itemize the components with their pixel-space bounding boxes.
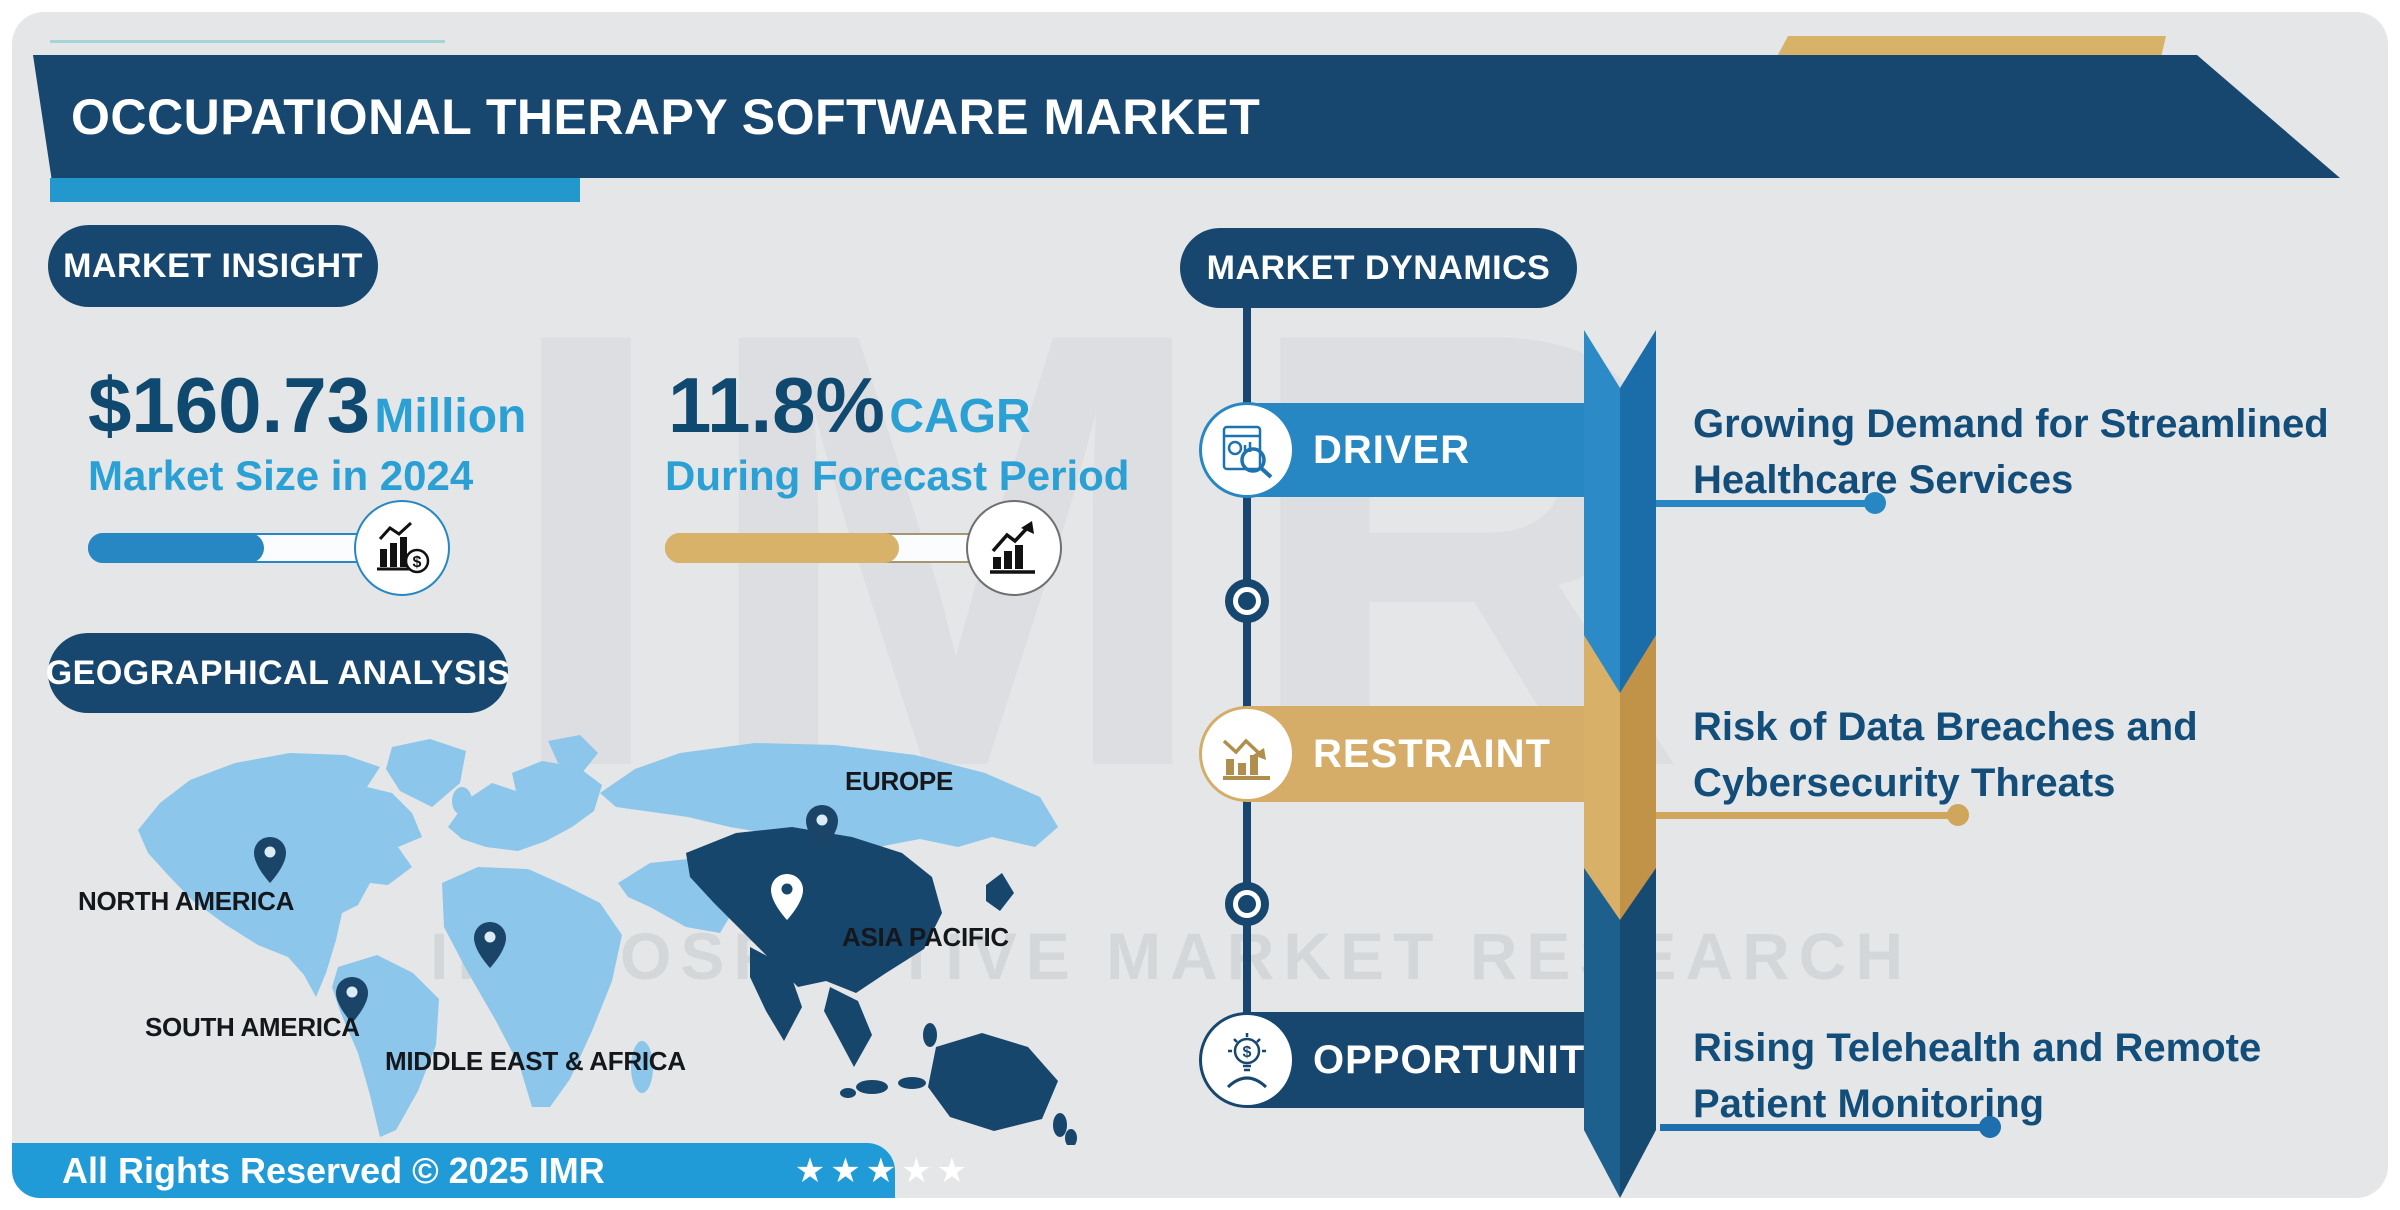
- south-america-pin-icon: [336, 977, 368, 1023]
- driver-underline: [1656, 492, 1886, 514]
- star-rating: ★★★★★: [794, 1151, 973, 1190]
- driver-banner: DRIVER: [1247, 403, 1590, 497]
- cagr-progress-track: [665, 533, 1017, 563]
- driver-underline-dot: [1864, 492, 1886, 514]
- dynamics-timeline: [1243, 302, 1251, 1060]
- region-label-middle-east-africa: MIDDLE EAST & AFRICA: [385, 1046, 686, 1076]
- region-label-asia-pacific: ASIA PACIFIC: [842, 922, 1009, 952]
- map-australia: [928, 1033, 1058, 1131]
- cagr-unit: CAGR: [889, 390, 1031, 443]
- cagr-stat: 11.8% CAGR: [668, 360, 1031, 451]
- footer-bar: All Rights Reserved © 2025 IMR ★★★★★: [12, 1143, 967, 1198]
- opportunity-line1: Rising Telehealth and Remote: [1693, 1026, 2262, 1070]
- opportunity-underline: [1660, 1116, 2001, 1138]
- geographical-analysis-heading: GEOGRAPHICAL ANALYSIS: [46, 633, 510, 713]
- svg-text:$: $: [413, 554, 422, 571]
- svg-text:$: $: [1243, 1044, 1252, 1061]
- region-label-south-america: SOUTH AMERICA: [145, 1012, 360, 1042]
- bar-chart-dollar-icon: $: [354, 500, 450, 596]
- market-size-progress-fill: [88, 533, 264, 563]
- restraint-underline: [1656, 804, 1969, 826]
- restraint-text: Risk of Data Breaches and Cybersecurity …: [1693, 699, 2198, 811]
- opportunity-banner: OPPORTUNITY: [1247, 1012, 1612, 1108]
- restraint-banner: RESTRAINT: [1247, 706, 1590, 802]
- opportunity-ribbon-arrow: [1584, 868, 1656, 1198]
- idea-bulb-dollar-icon: $: [1199, 1012, 1295, 1108]
- map-north-america: [138, 753, 422, 997]
- timeline-node-2: [1225, 882, 1269, 926]
- map-europe: [448, 761, 602, 851]
- map-russia: [600, 743, 1058, 847]
- cagr-caption: During Forecast Period: [665, 452, 1130, 499]
- restraint-line2: Cybersecurity Threats: [1693, 761, 2116, 805]
- europe-pin-icon: [806, 805, 838, 851]
- cagr-progress-fill: [665, 533, 899, 563]
- opportunity-text: Rising Telehealth and Remote Patient Mon…: [1693, 1020, 2261, 1132]
- map-asia-dark: [686, 827, 942, 993]
- market-size-value: $160.73: [88, 361, 370, 449]
- region-label-europe: EUROPE: [845, 766, 954, 796]
- market-size-stat: $160.73 Million: [88, 360, 526, 451]
- cagr-value: 11.8%: [668, 361, 885, 449]
- header-accent-line: [50, 40, 445, 43]
- asia-pacific-pin-icon: [771, 874, 803, 920]
- restraint-label: RESTRAINT: [1313, 731, 1551, 776]
- restraint-line1: Risk of Data Breaches and: [1693, 705, 2198, 749]
- declining-chart-icon: [1199, 706, 1295, 802]
- growth-arrow-icon: [966, 500, 1062, 596]
- driver-label: DRIVER: [1313, 427, 1471, 472]
- title-banner: OCCUPATIONAL THERAPY SOFTWARE MARKET: [33, 55, 2340, 178]
- map-greenland: [386, 739, 466, 807]
- market-insight-heading: MARKET INSIGHT: [48, 225, 378, 307]
- opportunity-underline-dot: [1979, 1116, 2001, 1138]
- market-size-unit: Million: [374, 390, 527, 443]
- market-size-caption: Market Size in 2024: [88, 452, 474, 499]
- restraint-underline-dot: [1947, 804, 1969, 826]
- north-america-pin-icon: [254, 837, 286, 883]
- copyright-text: All Rights Reserved © 2025 IMR: [62, 1149, 605, 1191]
- timeline-node-1: [1225, 579, 1269, 623]
- market-dynamics-heading: MARKET DYNAMICS: [1180, 228, 1577, 308]
- driver-text: Growing Demand for Streamlined Healthcar…: [1693, 396, 2329, 508]
- company-watermark: INTROSPECTIVE MARKET RESEARCH: [430, 919, 1913, 993]
- region-label-north-america: NORTH AMERICA: [78, 886, 295, 916]
- header-cyan-accent-bar: [50, 178, 580, 202]
- report-magnifier-icon: [1199, 402, 1295, 498]
- page-title: OCCUPATIONAL THERAPY SOFTWARE MARKET: [71, 88, 1261, 145]
- driver-line1: Growing Demand for Streamlined: [1693, 402, 2329, 446]
- opportunity-label: OPPORTUNITY: [1313, 1037, 1613, 1082]
- africa-pin-icon: [474, 922, 506, 968]
